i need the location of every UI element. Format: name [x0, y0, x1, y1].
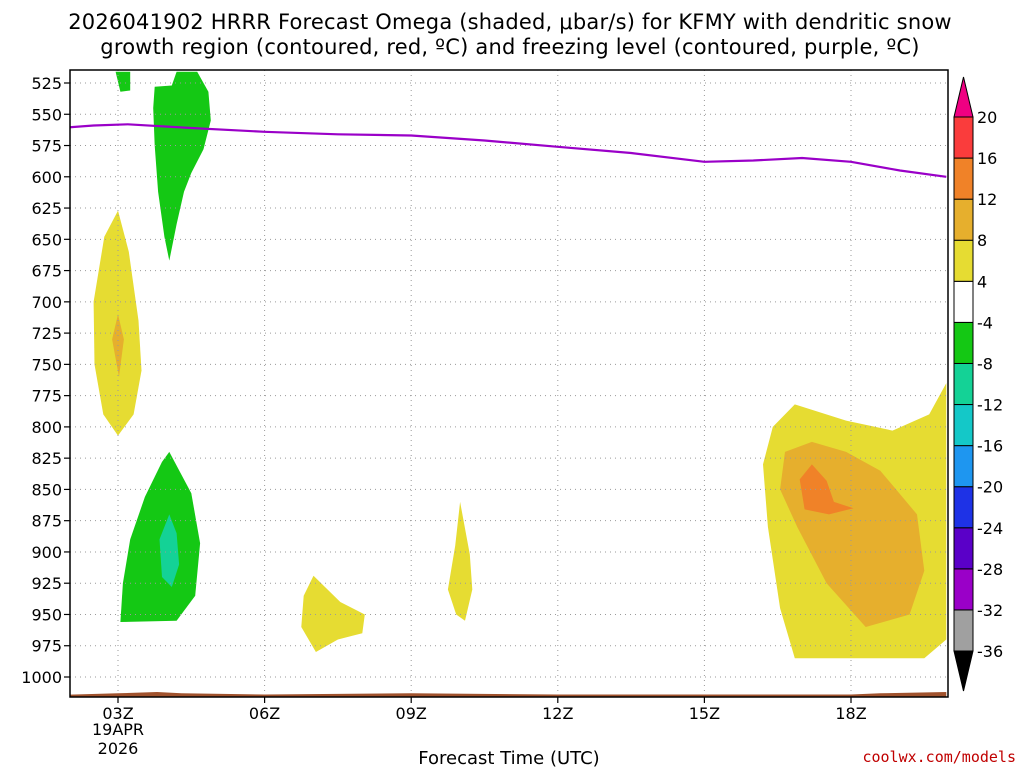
y-axis-ticks: 525 550 575 600 625 650 675 700 725 750 775 800 825 8… [21, 74, 70, 687]
colorbar-label-0: -36 [977, 642, 1003, 661]
colorbar-label-13: 20 [977, 108, 997, 127]
y-tick-label-875: 875 [31, 512, 62, 531]
surface-ground [70, 692, 947, 697]
shade-green-lower-left [120, 451, 201, 622]
credit-text: coolwx.com/models [862, 748, 1016, 766]
x-tick-label-06Z: 06Z [249, 704, 280, 723]
colorbar-label-2: -28 [977, 560, 1003, 579]
colorbar-bin-7 [953, 362, 974, 406]
colorbar-bin-10 [953, 239, 974, 282]
colorbar-label-6: -12 [977, 396, 1003, 415]
y-tick-label-575: 575 [31, 137, 62, 156]
y-tick-label-975: 975 [31, 637, 62, 656]
colorbar-label-4: -20 [977, 478, 1003, 497]
y-tick-label-675: 675 [31, 262, 62, 281]
y-tick-label-525: 525 [31, 74, 62, 93]
y-tick-label-550: 550 [31, 105, 62, 124]
freezing-level-layer [70, 123, 947, 178]
x-axis-ticks: 03Z 06Z 09Z 12Z 15Z 18Z [102, 697, 867, 723]
y-tick-label-650: 650 [31, 230, 62, 249]
y-tick-label-850: 850 [31, 480, 62, 499]
y-tick-label-725: 725 [31, 324, 62, 343]
surface-layer [70, 692, 947, 697]
colorbar-label-8: -4 [977, 313, 993, 332]
colorbar-bin-5 [953, 445, 974, 488]
y-tick-label-775: 775 [31, 387, 62, 406]
colorbar-bin-3 [953, 527, 974, 570]
x-tick-label-03Z: 03Z [102, 704, 133, 723]
shade-green-upper-plume [153, 71, 211, 261]
y-tick-label-700: 700 [31, 293, 62, 312]
x-tick-label-09Z: 09Z [396, 704, 427, 723]
y-tick-label-800: 800 [31, 418, 62, 437]
colorbar-bin-6 [953, 404, 974, 447]
y-tick-label-750: 750 [31, 355, 62, 374]
colorbar-bin-11 [953, 198, 974, 241]
chart-title-line-2: growth region (contoured, red, ºC) and f… [100, 35, 919, 59]
y-tick-label-625: 625 [31, 199, 62, 218]
colorbar-bin-9 [953, 280, 974, 323]
omega-shaded-regions [93, 71, 947, 659]
y-tick-label-925: 925 [31, 574, 62, 593]
shade-yellow-10z [447, 501, 473, 621]
shade-yellow-07z [301, 575, 365, 652]
x-tick-label-12Z: 12Z [542, 704, 573, 723]
colorbar-label-9: 4 [977, 272, 987, 291]
x-tick-label-18Z: 18Z [835, 704, 866, 723]
colorbar-label-5: -16 [977, 437, 1003, 456]
colorbar-label-11: 12 [977, 190, 997, 209]
colorbar-bin-12 [953, 157, 974, 200]
colorbar-label-1: -32 [977, 601, 1003, 620]
x-date-label-line-1: 19APR [92, 720, 144, 739]
y-tick-label-600: 600 [31, 168, 62, 187]
y-tick-label-950: 950 [31, 605, 62, 624]
colorbar-bin-8 [953, 321, 974, 364]
x-tick-label-15Z: 15Z [689, 704, 720, 723]
colorbar-bin-13 [953, 116, 974, 159]
colorbar-bin-4 [953, 486, 974, 529]
shade-green-upper-left-thin [115, 71, 131, 92]
colorbar-label-7: -8 [977, 354, 993, 373]
colorbar-bin-14 [953, 76, 974, 118]
y-tick-label-825: 825 [31, 449, 62, 468]
colorbar-bin-2 [953, 568, 974, 611]
colorbar-bin-0 [953, 650, 974, 692]
plot-frame [69, 69, 949, 698]
colorbar-label-12: 16 [977, 149, 997, 168]
shade-dark-orange-right [799, 464, 854, 515]
chart-title-line-1: 2026041902 HRRR Forecast Omega (shaded, … [68, 10, 952, 34]
freezing-level-line [70, 123, 947, 178]
x-date-label-line-2: 2026 [98, 739, 139, 758]
colorbar-label-3: -24 [977, 519, 1003, 538]
y-tick-label-1000: 1000 [21, 668, 62, 687]
x-axis-label: Forecast Time (UTC) [418, 748, 599, 768]
colorbar-bin-1 [953, 609, 974, 652]
colorbar-label-10: 8 [977, 231, 987, 250]
shade-teal-lower-left [159, 514, 180, 587]
colorbar: -36 -32 -28 -24 -20 -16 -12 -8 -4 4 8 12 16 20 [953, 76, 1003, 692]
y-tick-label-900: 900 [31, 543, 62, 562]
